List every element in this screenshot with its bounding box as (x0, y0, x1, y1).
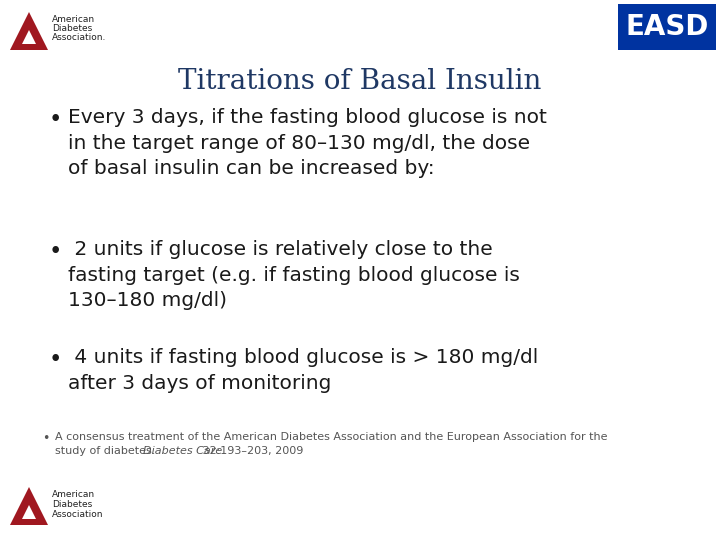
Text: Every 3 days, if the fasting blood glucose is not
in the target range of 80–130 : Every 3 days, if the fasting blood gluco… (68, 108, 547, 179)
Text: Diabetes: Diabetes (52, 500, 92, 509)
Text: Diabetes: Diabetes (52, 24, 92, 33)
FancyBboxPatch shape (618, 4, 716, 50)
Polygon shape (22, 505, 36, 519)
Text: •: • (42, 432, 50, 445)
Polygon shape (10, 12, 48, 50)
Text: A consensus treatment of the American Diabetes Association and the European Asso: A consensus treatment of the American Di… (55, 432, 608, 442)
Text: American: American (52, 490, 95, 499)
Text: 32:193–203, 2009: 32:193–203, 2009 (199, 446, 303, 456)
Text: Titrations of Basal Insulin: Titrations of Basal Insulin (179, 68, 541, 95)
Text: Association: Association (52, 510, 104, 519)
Polygon shape (10, 487, 48, 525)
Text: •: • (48, 348, 62, 371)
Text: study of diabetes.: study of diabetes. (55, 446, 159, 456)
Text: American: American (52, 15, 95, 24)
Polygon shape (22, 30, 36, 44)
Text: •: • (48, 108, 62, 131)
Text: 2 units if glucose is relatively close to the
fasting target (e.g. if fasting bl: 2 units if glucose is relatively close t… (68, 240, 520, 310)
Text: 4 units if fasting blood glucose is > 180 mg/dl
after 3 days of monitoring: 4 units if fasting blood glucose is > 18… (68, 348, 539, 393)
Text: EASD: EASD (625, 13, 708, 41)
Text: •: • (48, 240, 62, 263)
Text: Association.: Association. (52, 33, 107, 42)
Text: Diabetes Care: Diabetes Care (143, 446, 222, 456)
